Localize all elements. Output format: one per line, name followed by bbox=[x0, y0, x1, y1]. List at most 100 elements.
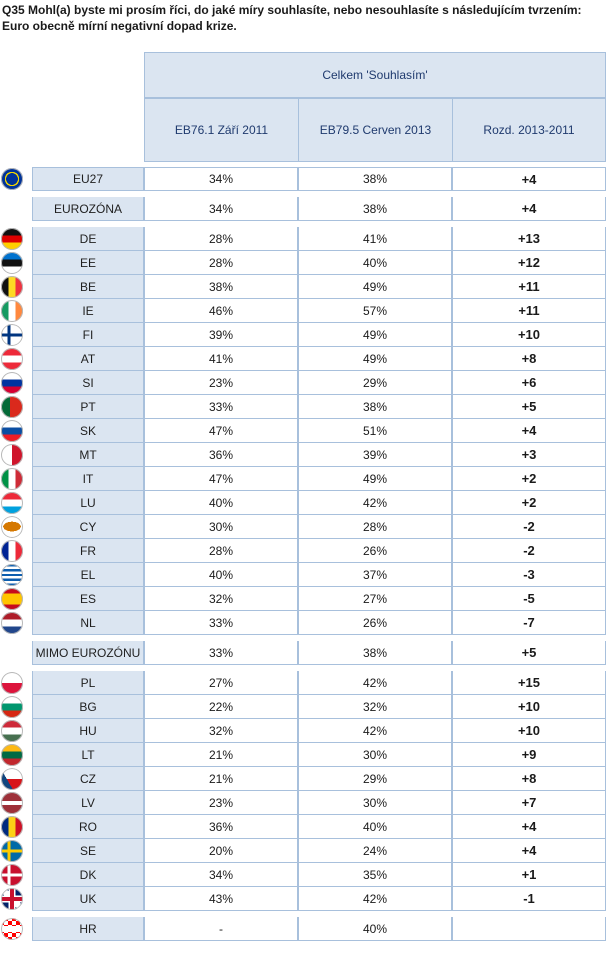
value-2011: 47% bbox=[144, 467, 298, 491]
table-row: BE 38% 49% +11 bbox=[0, 275, 607, 299]
flag-be-icon bbox=[1, 276, 23, 298]
table-row: LV 23% 30% +7 bbox=[0, 791, 607, 815]
value-diff: +5 bbox=[452, 395, 606, 419]
value-2013: 29% bbox=[298, 371, 452, 395]
table-row: EL 40% 37% -3 bbox=[0, 563, 607, 587]
value-diff: +5 bbox=[452, 641, 606, 665]
value-diff: +12 bbox=[452, 251, 606, 275]
value-2011: 41% bbox=[144, 347, 298, 371]
value-2013: 57% bbox=[298, 299, 452, 323]
value-diff: +10 bbox=[452, 323, 606, 347]
flag-nl-icon bbox=[1, 612, 23, 634]
row-label: ES bbox=[32, 587, 144, 611]
value-2011: 30% bbox=[144, 515, 298, 539]
value-2011: 23% bbox=[144, 791, 298, 815]
value-diff: +2 bbox=[452, 467, 606, 491]
row-label: DE bbox=[32, 227, 144, 251]
value-2011: 27% bbox=[144, 671, 298, 695]
value-diff: +4 bbox=[452, 815, 606, 839]
value-diff: +3 bbox=[452, 443, 606, 467]
row-label: NL bbox=[32, 611, 144, 635]
value-2013: 42% bbox=[298, 491, 452, 515]
value-2013: 40% bbox=[298, 917, 452, 941]
value-2011: 34% bbox=[144, 197, 298, 221]
value-2011: 22% bbox=[144, 695, 298, 719]
flag-hr-icon bbox=[1, 918, 23, 940]
value-diff: +4 bbox=[452, 839, 606, 863]
value-2013: 42% bbox=[298, 671, 452, 695]
row-label: LV bbox=[32, 791, 144, 815]
value-2013: 40% bbox=[298, 815, 452, 839]
value-diff: +4 bbox=[452, 419, 606, 443]
value-2013: 28% bbox=[298, 515, 452, 539]
row-label: PT bbox=[32, 395, 144, 419]
value-diff: +2 bbox=[452, 491, 606, 515]
row-label: HU bbox=[32, 719, 144, 743]
flag-dk-icon bbox=[1, 864, 23, 886]
header-col-a: EB76.1 Září 2011 bbox=[144, 98, 299, 162]
row-label: EU27 bbox=[32, 167, 144, 191]
row-label: DK bbox=[32, 863, 144, 887]
value-2011: - bbox=[144, 917, 298, 941]
table-row: IE 46% 57% +11 bbox=[0, 299, 607, 323]
value-diff: +1 bbox=[452, 863, 606, 887]
header-col-diff: Rozd. 2013-2011 bbox=[452, 98, 606, 162]
value-diff: +8 bbox=[452, 767, 606, 791]
table-row: SE 20% 24% +4 bbox=[0, 839, 607, 863]
flag-el-icon bbox=[1, 564, 23, 586]
table-row: PL 27% 42% +15 bbox=[0, 671, 607, 695]
flag-es-icon bbox=[1, 588, 23, 610]
flag-sk-icon bbox=[1, 420, 23, 442]
value-2013: 26% bbox=[298, 539, 452, 563]
value-2011: 23% bbox=[144, 371, 298, 395]
table-row: FI 39% 49% +10 bbox=[0, 323, 607, 347]
row-label: UK bbox=[32, 887, 144, 911]
value-2011: 38% bbox=[144, 275, 298, 299]
row-label: IT bbox=[32, 467, 144, 491]
table-row: NL 33% 26% -7 bbox=[0, 611, 607, 635]
table-row: EUROZÓNA 34% 38% +4 bbox=[0, 197, 607, 221]
table-row: RO 36% 40% +4 bbox=[0, 815, 607, 839]
flag-ie-icon bbox=[1, 300, 23, 322]
row-label: MIMO EUROZÓNU bbox=[32, 641, 144, 665]
flag-si-icon bbox=[1, 372, 23, 394]
value-diff: +9 bbox=[452, 743, 606, 767]
value-2013: 38% bbox=[298, 395, 452, 419]
value-2011: 32% bbox=[144, 719, 298, 743]
flag-hu-icon bbox=[1, 720, 23, 742]
value-2013: 38% bbox=[298, 167, 452, 191]
value-2013: 32% bbox=[298, 695, 452, 719]
table-row: CY 30% 28% -2 bbox=[0, 515, 607, 539]
value-diff: +4 bbox=[452, 167, 606, 191]
table-row: AT 41% 49% +8 bbox=[0, 347, 607, 371]
value-2013: 38% bbox=[298, 197, 452, 221]
flag-fr-icon bbox=[1, 540, 23, 562]
value-2013: 35% bbox=[298, 863, 452, 887]
value-diff bbox=[452, 917, 606, 941]
flag-fi-icon bbox=[1, 324, 23, 346]
flag-de-icon bbox=[1, 228, 23, 250]
row-label: SI bbox=[32, 371, 144, 395]
row-label: AT bbox=[32, 347, 144, 371]
flag-cz-icon bbox=[1, 768, 23, 790]
value-2013: 42% bbox=[298, 887, 452, 911]
flag-cy-icon bbox=[1, 516, 23, 538]
row-label: CY bbox=[32, 515, 144, 539]
row-label: SE bbox=[32, 839, 144, 863]
value-diff: -1 bbox=[452, 887, 606, 911]
value-2011: 20% bbox=[144, 839, 298, 863]
value-2011: 33% bbox=[144, 395, 298, 419]
value-diff: -3 bbox=[452, 563, 606, 587]
value-2011: 21% bbox=[144, 743, 298, 767]
value-2013: 42% bbox=[298, 719, 452, 743]
value-diff: +10 bbox=[452, 719, 606, 743]
row-label: LT bbox=[32, 743, 144, 767]
table-row: MT 36% 39% +3 bbox=[0, 443, 607, 467]
value-2011: 43% bbox=[144, 887, 298, 911]
value-diff: -5 bbox=[452, 587, 606, 611]
table-row: HR -40% bbox=[0, 917, 607, 941]
value-2011: 40% bbox=[144, 563, 298, 587]
value-diff: +13 bbox=[452, 227, 606, 251]
value-2011: 28% bbox=[144, 251, 298, 275]
value-diff: +11 bbox=[452, 275, 606, 299]
